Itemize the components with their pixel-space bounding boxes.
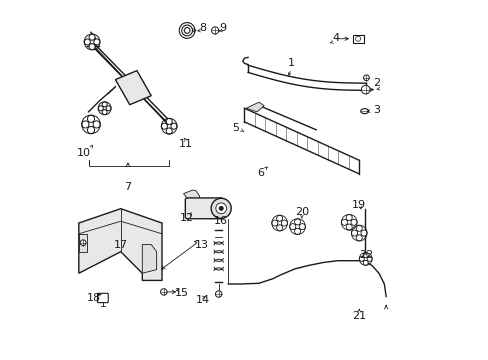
Text: 8: 8 [199, 23, 206, 33]
Circle shape [366, 256, 371, 261]
Circle shape [281, 220, 287, 226]
Circle shape [351, 230, 357, 236]
Text: 9: 9 [219, 23, 226, 33]
Polygon shape [246, 102, 264, 112]
Polygon shape [79, 234, 87, 252]
Ellipse shape [360, 109, 368, 114]
Circle shape [346, 224, 351, 230]
Circle shape [160, 289, 167, 295]
Circle shape [89, 44, 95, 50]
Circle shape [276, 220, 282, 226]
Circle shape [363, 260, 367, 265]
Circle shape [98, 106, 103, 111]
Text: 4: 4 [332, 33, 339, 43]
Circle shape [361, 85, 369, 94]
Circle shape [276, 225, 282, 231]
Polygon shape [142, 244, 156, 273]
Circle shape [84, 39, 90, 45]
Text: 3: 3 [373, 105, 380, 115]
Text: 18: 18 [87, 293, 101, 303]
Circle shape [271, 220, 277, 226]
Circle shape [166, 118, 172, 125]
Circle shape [89, 34, 95, 40]
Circle shape [356, 230, 361, 236]
Circle shape [299, 224, 305, 230]
Circle shape [161, 123, 167, 129]
Circle shape [360, 230, 366, 236]
Text: 20: 20 [294, 207, 308, 217]
Circle shape [294, 219, 300, 225]
Circle shape [211, 198, 231, 219]
Circle shape [359, 256, 364, 261]
Circle shape [89, 39, 95, 45]
Circle shape [102, 106, 107, 111]
Text: 10: 10 [77, 148, 91, 158]
Text: 15: 15 [174, 288, 188, 298]
Circle shape [93, 121, 100, 128]
Circle shape [87, 126, 94, 134]
Circle shape [294, 228, 300, 234]
Polygon shape [115, 71, 151, 105]
FancyBboxPatch shape [185, 198, 223, 219]
Text: 13: 13 [194, 239, 208, 249]
Circle shape [166, 123, 172, 129]
Circle shape [166, 128, 172, 134]
Text: 14: 14 [196, 295, 210, 305]
Circle shape [356, 235, 362, 241]
Text: 16: 16 [214, 216, 228, 226]
Circle shape [363, 257, 367, 261]
Circle shape [346, 220, 351, 225]
FancyBboxPatch shape [97, 293, 108, 303]
Circle shape [87, 121, 94, 128]
Circle shape [215, 291, 222, 297]
Circle shape [215, 203, 226, 214]
Polygon shape [183, 190, 199, 202]
Circle shape [219, 206, 223, 211]
Text: 17: 17 [114, 239, 127, 249]
Text: 2: 2 [373, 78, 380, 88]
Circle shape [80, 240, 86, 246]
Circle shape [363, 253, 367, 257]
Text: 21: 21 [351, 311, 366, 321]
Circle shape [87, 115, 94, 122]
Text: 1: 1 [287, 58, 294, 68]
Text: 22: 22 [359, 250, 373, 260]
Circle shape [171, 123, 177, 129]
Circle shape [102, 110, 107, 114]
Circle shape [94, 39, 100, 45]
Circle shape [276, 215, 282, 221]
Circle shape [294, 224, 300, 229]
Polygon shape [79, 209, 162, 280]
Circle shape [289, 224, 295, 230]
Circle shape [102, 102, 107, 107]
Circle shape [341, 219, 347, 225]
Circle shape [363, 75, 368, 81]
Text: 5: 5 [232, 123, 239, 133]
FancyBboxPatch shape [352, 35, 363, 42]
Text: 6: 6 [257, 168, 264, 178]
Circle shape [106, 106, 111, 111]
Text: 12: 12 [180, 213, 194, 222]
Text: 19: 19 [351, 200, 366, 210]
Circle shape [356, 225, 362, 231]
Circle shape [346, 215, 351, 221]
Circle shape [211, 27, 218, 34]
Text: 7: 7 [124, 182, 131, 192]
Text: 11: 11 [178, 139, 192, 149]
Circle shape [81, 121, 89, 128]
Circle shape [350, 219, 356, 225]
